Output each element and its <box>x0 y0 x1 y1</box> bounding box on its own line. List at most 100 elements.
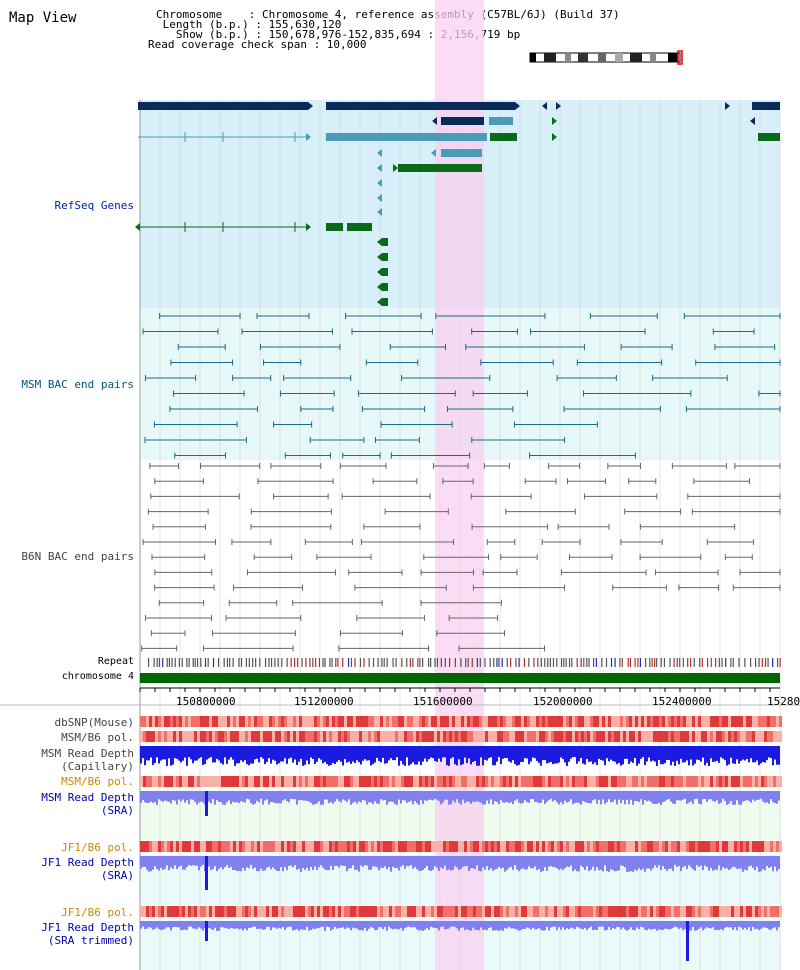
msm-b6-pol-strip-2 <box>590 776 593 787</box>
msm-depth-sra <box>330 791 332 803</box>
msm-depth-sra <box>730 791 732 801</box>
msm-depth-sra <box>150 791 152 802</box>
jf1-depth-sra <box>758 856 760 872</box>
msm-depth-capillary <box>442 746 444 758</box>
jf1-depth-sra <box>508 856 510 868</box>
track-label-refseq[interactable]: RefSeq Genes <box>54 199 134 212</box>
jf1-depth-sra <box>630 856 632 872</box>
jf1-b6-pol-strip-2 <box>515 906 518 917</box>
repeat-element <box>286 658 288 667</box>
jf1-b6-pol-strip <box>641 841 644 852</box>
jf1-depth-sra <box>358 856 360 872</box>
msm-depth-sra <box>180 791 182 802</box>
jf1-b6-pol-strip <box>167 841 170 852</box>
dbsnp-strip <box>611 716 614 727</box>
msm-depth-capillary <box>648 746 650 758</box>
msm-depth-sra <box>410 791 412 801</box>
msm-depth-capillary <box>392 746 394 761</box>
jf1-b6-pol-strip <box>722 841 725 852</box>
jf1-depth-sra <box>430 856 432 871</box>
msm-b6-pol-strip-2 <box>218 776 221 787</box>
jf1-b6-pol-strip-2 <box>398 906 401 917</box>
jf1-depth-sra <box>674 856 676 865</box>
msm-b6-pol-strip <box>551 731 554 742</box>
dbsnp-strip <box>524 716 527 727</box>
msm-b6-pol-strip <box>674 731 677 742</box>
msm-b6-pol-strip-2 <box>464 776 467 787</box>
dbsnp-strip <box>608 716 611 727</box>
repeat-element <box>229 658 231 667</box>
jf1-depth-sra <box>682 856 684 868</box>
dbsnp-strip <box>755 716 758 727</box>
jf1-depth-sra <box>510 856 512 867</box>
jf1-depth-sra <box>338 856 340 868</box>
msm-depth-capillary <box>526 746 528 759</box>
msm-depth-capillary <box>438 746 440 759</box>
msm-b6-pol-strip-2 <box>638 776 641 787</box>
repeat-element <box>259 658 261 667</box>
msm-b6-pol-strip <box>182 731 185 742</box>
jf1-depth-trim <box>520 921 522 931</box>
msm-depth-sra <box>210 791 212 804</box>
msm-depth-sra <box>246 791 248 799</box>
msm-depth-sra <box>318 791 320 802</box>
jf1-depth-sra <box>390 856 392 872</box>
msm-depth-capillary <box>524 746 526 759</box>
jf1-depth-trim <box>494 921 496 931</box>
jf1-depth-trim <box>648 921 650 929</box>
jf1-depth-trim <box>476 921 478 931</box>
dbsnp-strip <box>383 716 386 727</box>
jf1-depth-trim <box>186 921 188 931</box>
dbsnp-strip <box>749 716 752 727</box>
jf1-depth-sra <box>772 856 774 872</box>
jf1-depth-trim <box>330 921 332 931</box>
jf1-depth-trim <box>382 921 384 930</box>
msm-depth-capillary <box>212 746 214 763</box>
repeat-element <box>174 658 176 667</box>
msm-depth-capillary <box>448 746 450 766</box>
dbsnp-strip <box>359 716 362 727</box>
jf1-b6-pol-strip <box>557 841 560 852</box>
track-label-b6n-bac[interactable]: B6N BAC end pairs <box>21 550 134 563</box>
msm-depth-capillary <box>386 746 388 764</box>
jf1-depth-sra <box>428 856 430 871</box>
jf1-depth-sra <box>256 856 258 872</box>
msm-depth-sra <box>590 791 592 804</box>
jf1-depth-trim <box>338 921 340 928</box>
jf1-b6-pol-strip-2 <box>767 906 770 917</box>
jf1-b6-pol-strip-2 <box>692 906 695 917</box>
msm-depth-capillary <box>522 746 524 762</box>
msm-depth-capillary <box>188 746 190 758</box>
msm-depth-capillary <box>494 746 496 766</box>
jf1-depth-trim <box>342 921 344 928</box>
msm-b6-pol-strip <box>386 731 389 742</box>
dbsnp-strip <box>740 716 743 727</box>
msm-b6-pol-strip-2 <box>332 776 335 787</box>
msm-b6-pol-strip <box>314 731 317 742</box>
jf1-depth-trim <box>768 921 770 930</box>
msm-depth-capillary <box>586 746 588 760</box>
msm-b6-pol-strip <box>206 731 209 742</box>
msm-b6-pol-strip <box>380 731 383 742</box>
msm-depth-sra <box>260 791 262 799</box>
jf1-depth-sra <box>476 856 478 866</box>
repeat-element <box>354 658 356 667</box>
jf1-depth-trim <box>738 921 740 927</box>
jf1-b6-pol-strip-2 <box>680 906 683 917</box>
jf1-depth-trim <box>154 921 156 929</box>
track-label-msm-bac[interactable]: MSM BAC end pairs <box>21 378 134 391</box>
msm-depth-sra <box>726 791 728 805</box>
msm-b6-pol-strip <box>377 731 380 742</box>
msm-b6-pol-strip <box>614 731 617 742</box>
dbsnp-strip <box>650 716 653 727</box>
jf1-depth-trim <box>620 921 622 930</box>
repeat-element <box>767 658 769 667</box>
msm-b6-pol-strip-2 <box>740 776 743 787</box>
msm-depth-capillary <box>652 746 654 761</box>
repeat-element <box>158 658 160 667</box>
jf1-depth-trim <box>288 921 290 927</box>
ideogram-band <box>650 53 656 62</box>
jf1-depth-sra <box>280 856 282 868</box>
msm-b6-pol-strip <box>728 731 731 742</box>
